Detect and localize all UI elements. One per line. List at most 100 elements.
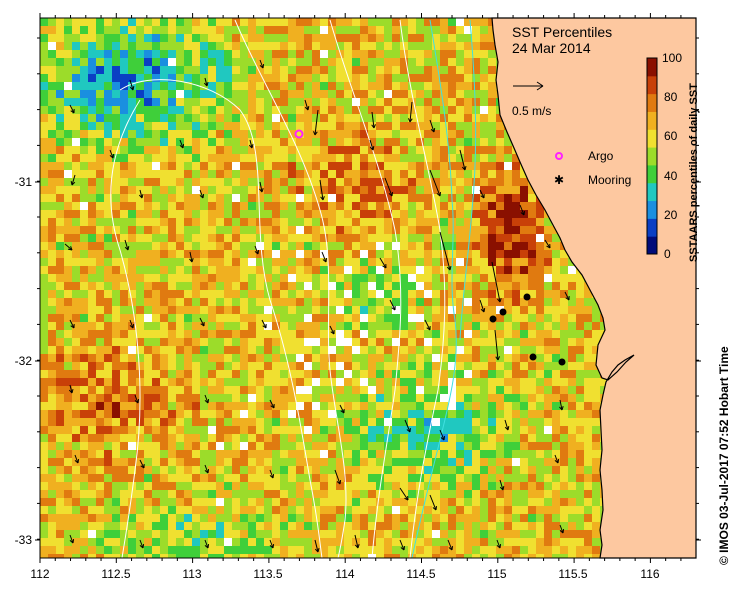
sst-cell (208, 154, 217, 163)
current-vector (68, 384, 74, 394)
sst-cell (200, 306, 209, 315)
sst-cell (448, 114, 457, 123)
sst-cell (128, 546, 137, 555)
sst-cell (56, 386, 65, 395)
sst-cell (360, 418, 369, 427)
sst-cell (216, 82, 225, 91)
sst-cell (112, 90, 121, 99)
sst-cell (104, 18, 113, 27)
sst-cell (112, 18, 121, 27)
sst-cell (120, 434, 129, 443)
sst-cell (72, 42, 81, 51)
sst-cell (264, 362, 273, 371)
sst-cell (272, 90, 281, 99)
sst-cell (56, 482, 65, 491)
sst-cell (120, 114, 129, 123)
sst-cell (536, 426, 545, 435)
sst-cell (400, 474, 409, 483)
sst-cell (120, 418, 129, 427)
sst-cell (72, 450, 81, 459)
sst-cell (432, 402, 441, 411)
sst-cell (104, 298, 113, 307)
sst-cell (392, 210, 401, 219)
sst-cell (224, 306, 233, 315)
sst-cell (176, 378, 185, 387)
sst-cell (56, 258, 65, 267)
sst-cell (96, 314, 105, 323)
sst-cell (184, 346, 193, 355)
sst-cell (368, 234, 377, 243)
sst-cell (384, 50, 393, 59)
sst-cell (336, 162, 345, 171)
sst-cell (472, 322, 481, 331)
sst-cell (160, 234, 169, 243)
sst-cell (40, 394, 49, 403)
sst-cell (376, 546, 385, 555)
sst-cell (336, 522, 345, 531)
sst-cell (408, 178, 417, 187)
sst-cell (72, 18, 81, 27)
sst-cell (576, 418, 585, 427)
sst-cell (552, 458, 561, 467)
sst-cell (424, 194, 433, 203)
current-vector (313, 109, 319, 136)
sst-cell (152, 546, 161, 555)
sst-cell (264, 202, 273, 211)
sst-cell (544, 426, 553, 435)
sst-cell (192, 90, 201, 99)
sst-cell (328, 330, 337, 339)
sst-cell (384, 442, 393, 451)
sst-cell (80, 530, 89, 539)
sst-cell (520, 378, 529, 387)
sst-cell (464, 178, 473, 187)
sst-cell (224, 82, 233, 91)
sst-cell (512, 538, 521, 547)
sst-cell (152, 442, 161, 451)
sst-cell (592, 554, 601, 558)
sst-cell (88, 298, 97, 307)
sst-cell (312, 34, 321, 43)
sst-cell (376, 82, 385, 91)
sst-cell (256, 42, 265, 51)
sst-cell (200, 354, 209, 363)
sst-cell (136, 274, 145, 283)
sst-cell (560, 266, 569, 275)
sst-cell (88, 522, 97, 531)
sst-cell (336, 514, 345, 523)
sst-cell (216, 226, 225, 235)
sst-cell (488, 170, 497, 179)
sst-cell (464, 58, 473, 67)
sst-cell (496, 218, 505, 227)
sst-cell (152, 98, 161, 107)
sst-cell (424, 554, 433, 558)
sst-cell (104, 106, 113, 115)
sst-cell (528, 314, 537, 323)
sst-cell (184, 170, 193, 179)
sst-cell (392, 298, 401, 307)
sst-cell (576, 546, 585, 555)
sst-cell (480, 82, 489, 91)
sst-cell (312, 186, 321, 195)
sst-cell (48, 538, 57, 547)
sst-cell (88, 114, 97, 123)
sst-cell (384, 194, 393, 203)
sst-cell (288, 266, 297, 275)
sst-cell (392, 266, 401, 275)
sst-cell (400, 122, 409, 131)
sst-cell (520, 522, 529, 531)
sst-cell (336, 178, 345, 187)
sst-cell (56, 162, 65, 171)
sst-cell (360, 330, 369, 339)
sst-cell (512, 418, 521, 427)
sst-cell (248, 354, 257, 363)
sst-cell (112, 274, 121, 283)
sst-cell (168, 298, 177, 307)
sst-cell (200, 546, 209, 555)
sst-cell (208, 202, 217, 211)
sst-cell (464, 34, 473, 43)
sst-cell (376, 146, 385, 155)
sst-cell (120, 498, 129, 507)
sst-cell (360, 346, 369, 355)
sst-cell (88, 138, 97, 147)
sst-cell (520, 482, 529, 491)
